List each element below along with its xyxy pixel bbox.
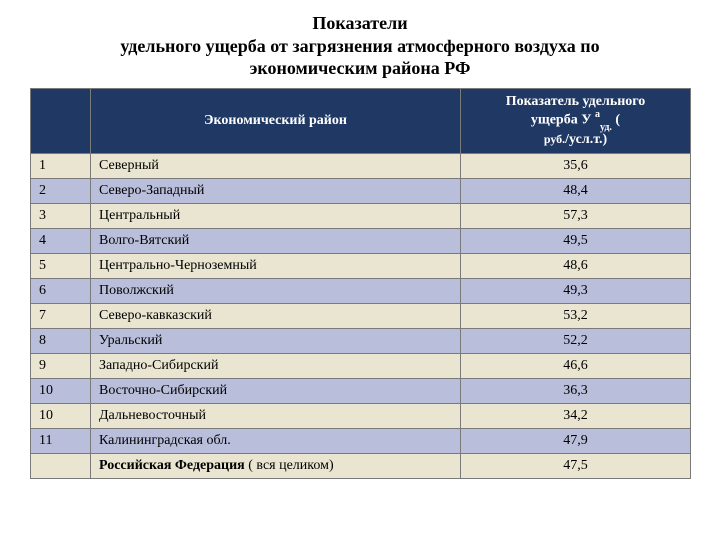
row-region: Западно-Сибирский <box>91 353 461 378</box>
row-index: 4 <box>31 228 91 253</box>
row-region: Центрально-Черноземный <box>91 253 461 278</box>
row-region-total: Российская Федерация ( вся целиком) <box>91 453 461 478</box>
header-indicator: Показатель удельного ущерба У ауд. ( руб… <box>461 88 691 153</box>
row-index: 10 <box>31 403 91 428</box>
title-line-2: удельного ущерба от загрязнения атмосфер… <box>120 36 599 56</box>
row-value: 53,2 <box>461 303 691 328</box>
row-region: Северо-кавказский <box>91 303 461 328</box>
header-ind-rub: руб. <box>544 132 565 146</box>
row-index: 10 <box>31 378 91 403</box>
row-index: 1 <box>31 153 91 178</box>
table-row: 4Волго-Вятский49,5 <box>31 228 691 253</box>
table-row: 1Северный35,6 <box>31 153 691 178</box>
header-ind-l2a: ущерба У <box>531 113 595 128</box>
row-value: 48,4 <box>461 178 691 203</box>
row-value: 49,5 <box>461 228 691 253</box>
header-index <box>31 88 91 153</box>
row-index: 8 <box>31 328 91 353</box>
row-region: Восточно-Сибирский <box>91 378 461 403</box>
table-row: 10Дальневосточный34,2 <box>31 403 691 428</box>
row-index: 6 <box>31 278 91 303</box>
title-line-3: экономическим района РФ <box>250 58 471 78</box>
row-region: Калининградская обл. <box>91 428 461 453</box>
row-index: 5 <box>31 253 91 278</box>
table-row: 5Центрально-Черноземный48,6 <box>31 253 691 278</box>
row-region: Северный <box>91 153 461 178</box>
row-region: Волго-Вятский <box>91 228 461 253</box>
page: Показатели удельного ущерба от загрязнен… <box>0 0 720 540</box>
row-region: Северо-Западный <box>91 178 461 203</box>
row-value: 35,6 <box>461 153 691 178</box>
row-region: Центральный <box>91 203 461 228</box>
row-index: 11 <box>31 428 91 453</box>
row-value: 47,9 <box>461 428 691 453</box>
table-row: 10Восточно-Сибирский36,3 <box>31 378 691 403</box>
row-index <box>31 453 91 478</box>
row-value: 34,2 <box>461 403 691 428</box>
row-value-total: 47,5 <box>461 453 691 478</box>
row-value: 48,6 <box>461 253 691 278</box>
title-line-1: Показатели <box>312 13 407 33</box>
row-region: Уральский <box>91 328 461 353</box>
row-index: 3 <box>31 203 91 228</box>
row-index: 9 <box>31 353 91 378</box>
row-index: 2 <box>31 178 91 203</box>
table-row-total: Российская Федерация ( вся целиком)47,5 <box>31 453 691 478</box>
row-value: 57,3 <box>461 203 691 228</box>
table-header-row: Экономический район Показатель удельного… <box>31 88 691 153</box>
row-region: Дальневосточный <box>91 403 461 428</box>
table-row: 7Северо-кавказский53,2 <box>31 303 691 328</box>
header-ind-sub: уд. <box>600 122 612 133</box>
damage-table: Экономический район Показатель удельного… <box>30 88 691 479</box>
row-value: 49,3 <box>461 278 691 303</box>
table-body: 1Северный35,62Северо-Западный48,43Центра… <box>31 153 691 478</box>
page-title: Показатели удельного ущерба от загрязнен… <box>30 12 690 80</box>
table-row: 6Поволжский49,3 <box>31 278 691 303</box>
header-ind-l1: Показатель удельного <box>506 94 646 109</box>
header-ind-unit: /усл.т.) <box>565 132 607 147</box>
table-row: 11Калининградская обл.47,9 <box>31 428 691 453</box>
table-row: 8Уральский52,2 <box>31 328 691 353</box>
row-value: 52,2 <box>461 328 691 353</box>
header-ind-sup: а <box>595 109 600 120</box>
header-ind-l2b: ( <box>612 113 620 128</box>
header-region: Экономический район <box>91 88 461 153</box>
row-value: 46,6 <box>461 353 691 378</box>
row-index: 7 <box>31 303 91 328</box>
row-value: 36,3 <box>461 378 691 403</box>
table-row: 3Центральный57,3 <box>31 203 691 228</box>
table-row: 9Западно-Сибирский46,6 <box>31 353 691 378</box>
table-row: 2Северо-Западный48,4 <box>31 178 691 203</box>
row-region: Поволжский <box>91 278 461 303</box>
